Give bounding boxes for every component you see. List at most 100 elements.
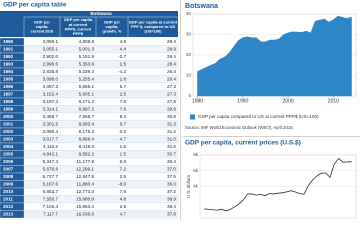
column-header: capita, [106, 24, 119, 29]
column-header: (US=100) [144, 29, 162, 34]
column-header: PPP$ [73, 31, 84, 36]
table-cell: 7.8 [120, 189, 127, 194]
chart-title: GDP per capita, current prices (U.S.$) [185, 140, 301, 147]
table-cell: 31.6 [167, 144, 176, 149]
table-cell: 28.4 [167, 54, 176, 59]
table-cell: 26.4 [167, 76, 176, 81]
y-tick-label: 0 [188, 93, 191, 98]
y-tick-label: 20 [186, 52, 192, 57]
y-tick-label: 10 [186, 73, 192, 78]
table-cell: 37.8 [167, 211, 176, 216]
y-tick-label: 6k [193, 168, 199, 173]
table-cell: 8,888.4 [79, 136, 95, 141]
table-cell: 11,177.9 [76, 159, 94, 164]
table-cell: 27.8 [167, 99, 176, 104]
table-cell: 38.9 [167, 196, 176, 201]
column-header: at current [69, 22, 88, 27]
table-cell: 27.3 [167, 91, 176, 96]
row-year: 2003 [3, 136, 14, 141]
table-cell: 2,838.8 [43, 69, 59, 74]
y-axis-label: U.S. dollars [186, 174, 191, 198]
row-year: 2004 [3, 144, 14, 149]
table-cell: 4.9 [120, 39, 127, 44]
row-year: 1997 [3, 91, 14, 96]
table-cell: 4.8 [120, 196, 127, 201]
y-tick-label: 8k [193, 152, 199, 157]
table-cell: 5,676.8 [43, 166, 59, 171]
table-cell: 2.5 [120, 91, 127, 96]
column-header: GDP per [34, 19, 50, 24]
x-tick-label: 2000 [283, 98, 294, 104]
table-cell: 15,863.4 [76, 204, 94, 209]
table-cell: 0.2 [120, 129, 127, 134]
row-year: 2013 [3, 211, 14, 216]
table-cell: 7.6 [120, 99, 127, 104]
table-cell: 27.3 [167, 84, 176, 89]
column-header: GDP per capita at current [129, 19, 178, 24]
x-tick-label: 1990 [237, 98, 248, 104]
table-cell: 4,808.8 [79, 39, 95, 44]
table-cell: 3,098.0 [43, 76, 59, 81]
table-cell: 3,314.1 [43, 106, 59, 111]
table-cell: 5,905.1 [79, 91, 95, 96]
row-year: 1999 [3, 106, 14, 111]
table-cell: 6,271.2 [79, 99, 95, 104]
table-cell: 5,347.4 [43, 159, 59, 164]
table-cell: 3,055.1 [43, 46, 59, 51]
table-cell: 37.5 [167, 174, 176, 179]
table-header [0, 11, 178, 37]
table-cell: 15,680.9 [76, 196, 94, 201]
table-cell: 36.4 [167, 159, 176, 164]
table-cell: 5,239.4 [79, 69, 95, 74]
table-cell: 5,353.6 [79, 61, 95, 66]
column-header: growth, % [102, 29, 122, 34]
table-cell: 4,842.1 [43, 151, 59, 156]
table-cell: 37.0 [167, 166, 176, 171]
chart-title: Botswana [185, 3, 218, 10]
table-cell: 31.3 [167, 121, 176, 126]
column-header: GDP per capita [64, 17, 93, 22]
y-tick-label: 30 [186, 32, 192, 37]
table-cell: -2.7 [118, 54, 126, 59]
legend-label: GDP per capita compared to US at current… [198, 114, 319, 119]
table-cell: 1.5 [120, 61, 127, 66]
y-tick-label: 4k [193, 184, 199, 189]
table-cell: 28.9 [167, 46, 176, 51]
source-note: Source: IMF World Economic Outlook (WEO)… [185, 125, 293, 130]
table-cell: 12,847.8 [76, 174, 94, 179]
table-cell: 7,106.4 [43, 204, 59, 209]
table-cell: -8.0 [118, 181, 126, 186]
group-header: Botswana [90, 11, 112, 16]
table-title: GDP per capita table [3, 2, 67, 9]
table-cell: 3,301.5 [43, 121, 59, 126]
row-year: 1993 [3, 61, 14, 66]
table-cell: 3,057.3 [43, 84, 59, 89]
row-year: 1996 [3, 84, 14, 89]
row-year: 2009 [3, 181, 14, 186]
table-cell: 16,036.8 [76, 211, 94, 216]
table-cell: 2.9 [120, 204, 127, 209]
table-cell: 26.4 [167, 69, 176, 74]
row-year: 1995 [3, 76, 14, 81]
row-year: 2007 [3, 166, 14, 171]
table-cell: 4,110.2 [43, 144, 58, 149]
table-cell: 4.4 [120, 46, 127, 51]
table-cell: 5,655.1 [79, 84, 95, 89]
table-cell: 1.6 [120, 144, 127, 149]
x-tick-label: 2010 [328, 98, 339, 104]
column-header: current $US [31, 29, 54, 34]
table-cell: 2,902.0 [43, 54, 59, 59]
table-cell: 3,152.4 [43, 91, 59, 96]
table-cell: 5.7 [120, 84, 127, 89]
line [204, 157, 352, 212]
table-cell: 11,880.4 [76, 181, 94, 186]
table-cell: 7.2 [120, 166, 127, 171]
row-year: 2001 [3, 121, 14, 126]
table-cell: 6,997.2 [79, 106, 95, 111]
table-cell: 29.9 [167, 106, 176, 111]
table-cell: 5,727.7 [43, 174, 59, 179]
y-tick-label: 40 [186, 11, 192, 16]
table-cell: 30.8 [167, 114, 176, 119]
table-cell: 28.4 [167, 39, 176, 44]
legend-swatch [190, 114, 195, 120]
